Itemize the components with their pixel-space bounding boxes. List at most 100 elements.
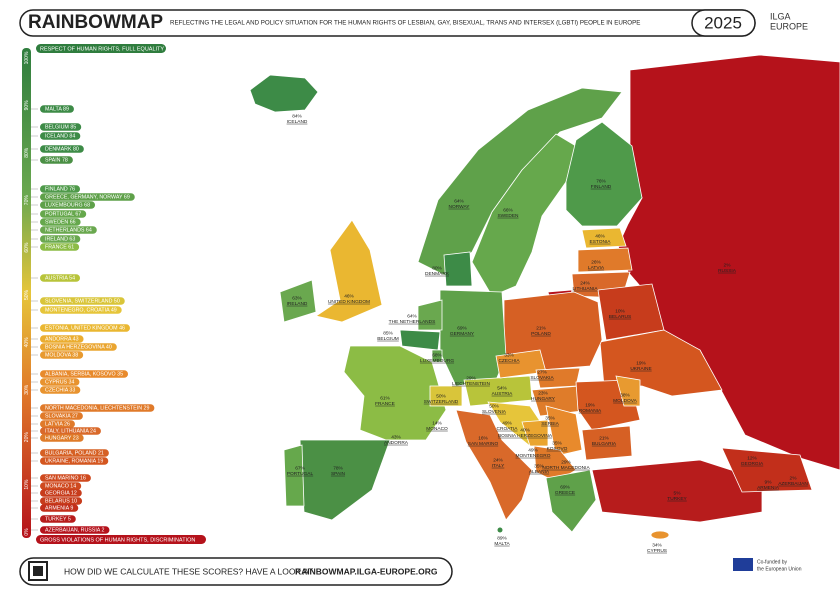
legend-pill (40, 526, 110, 534)
map-score: 26% (591, 259, 601, 265)
qr-icon (33, 566, 43, 576)
map-score: 35% (534, 463, 544, 469)
legend-pill (40, 243, 80, 251)
legend-pill (40, 274, 81, 282)
country-shape (315, 219, 383, 323)
footer-link[interactable]: RAINBOWMAP.ILGA-EUROPE.ORG (295, 566, 438, 576)
map-score: 64% (407, 313, 417, 319)
scale-bottom-label: GROSS VIOLATIONS OF HUMAN RIGHTS, DISCRI… (40, 537, 195, 543)
legend-entry: SLOVENIA, SWITZERLAND 50 (45, 299, 120, 305)
map-score: 68% (432, 352, 442, 358)
legend-entry: ALBANIA, SERBIA, KOSOVO 35 (45, 372, 123, 378)
map-score: 54% (497, 385, 507, 391)
map-country: SLOVENIA (482, 409, 507, 415)
country-shape (545, 469, 597, 533)
country-shape (279, 279, 317, 323)
legend-entry: FINLAND 76 (45, 187, 75, 193)
legend-pill (40, 351, 84, 359)
map-score: 35% (545, 415, 555, 421)
legend-pill (40, 156, 73, 164)
map-score: 34% (652, 542, 662, 548)
map-country: ARMENIA (757, 485, 780, 491)
org-line: ILGA (770, 11, 791, 21)
country-shape (429, 385, 463, 407)
map-score: 16% (478, 435, 488, 441)
map-score: 67% (295, 465, 305, 471)
map-score: 85% (383, 330, 393, 336)
footer-question: HOW DID WE CALCULATE THESE SCORES? HAVE … (64, 566, 313, 576)
map-country: POLAND (531, 331, 551, 337)
map-country: ICELAND (287, 119, 308, 125)
map-score: 64% (454, 198, 464, 204)
country-shape (721, 447, 813, 493)
map-country: FINLAND (591, 184, 612, 190)
legend-entry: CZECHIA 33 (45, 388, 75, 394)
map-country: LATVIA (588, 265, 605, 271)
legend-pill (40, 335, 84, 343)
legend-pill (40, 504, 79, 512)
map-score: 76% (596, 178, 606, 184)
country-shape (431, 349, 443, 363)
legend-entry: CYPRUS 34 (45, 380, 74, 386)
map-country: BULGARIA (592, 441, 617, 447)
logo: RAINBOWMAP (28, 12, 163, 33)
map-score: 40% (520, 427, 530, 433)
legend-pill (40, 123, 82, 131)
country-shape (343, 345, 447, 441)
legend-entry: UKRAINE, ROMANIA 19 (45, 459, 103, 465)
legend-entry: LATVIA 26 (45, 422, 70, 428)
legend-pill (40, 185, 81, 193)
map-country: ROMANIA (579, 408, 602, 414)
country-shape (497, 527, 503, 533)
legend-pill (40, 132, 81, 140)
legend-pill (40, 434, 84, 442)
legend-entry: NETHERLANDS 64 (45, 228, 92, 234)
legend-entry: IRELAND 63 (45, 237, 75, 243)
map-score: 27% (537, 369, 547, 375)
scale-tick-label: 70% (24, 195, 30, 206)
map-country: CROATIA (497, 426, 519, 432)
legend-pill (40, 427, 101, 435)
legend-pill (40, 474, 91, 482)
map-country: NORWAY (449, 204, 471, 210)
map-country: UKRAINE (630, 366, 651, 372)
country-shape (249, 74, 319, 113)
scale-top-pill (36, 44, 166, 53)
map-score: 43% (391, 434, 401, 440)
country-shape (650, 530, 670, 540)
legend-entry: AZERBAIJAN, RUSSIA 2 (45, 528, 105, 534)
year-frame (691, 9, 756, 37)
map-score: 21% (599, 435, 609, 441)
map-score: 21% (536, 325, 546, 331)
legend-entry: ITALY, LITHUANIA 24 (45, 429, 96, 435)
legend-pill (40, 497, 83, 505)
scale-top-label: RESPECT OF HUMAN RIGHTS, FULL EQUALITY (40, 46, 164, 52)
map-score: 9% (765, 479, 773, 485)
legend-entry: SAN MARINO 16 (45, 476, 86, 482)
map-country: MONACO (426, 426, 448, 432)
map-score: 61% (380, 395, 390, 401)
map-country: MOLDOVA (613, 398, 637, 404)
legend-entry: ARMENIA 9 (45, 506, 73, 512)
legend-pill (40, 201, 96, 209)
map-score: 33% (504, 352, 514, 358)
map-country: GERMANY (450, 331, 475, 337)
map-country: SAN MARINO (468, 441, 499, 447)
legend-pill (40, 235, 81, 243)
legend-pill (40, 193, 135, 201)
legend-entry: MOLDOVA 38 (45, 353, 78, 359)
map-score: 63% (292, 295, 302, 301)
country-shape (565, 121, 643, 227)
map-score: 50% (489, 403, 499, 409)
map-country: MONTENEGRO (516, 453, 551, 459)
map-country: MALTA (494, 541, 510, 547)
legend-pill (40, 449, 109, 457)
legend-pill (40, 226, 97, 234)
legend-pill (40, 306, 122, 314)
map-score: 46% (344, 293, 354, 299)
footer-frame (19, 557, 453, 586)
scale-tick-label: 30% (24, 384, 30, 395)
legend-pill (40, 489, 82, 497)
map-country: UNITED KINGDOM (328, 299, 370, 305)
legend-pill (40, 412, 83, 420)
